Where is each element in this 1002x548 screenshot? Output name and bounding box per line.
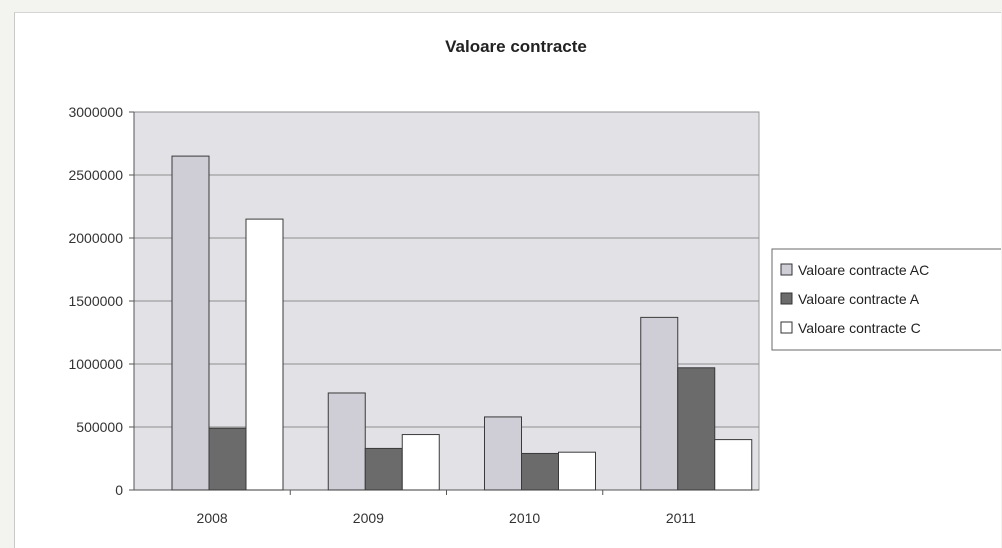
legend-label: Valoare contracte A — [798, 291, 920, 307]
bar — [714, 439, 753, 491]
bar — [208, 427, 247, 491]
bar — [640, 316, 679, 491]
legend: Valoare contracte AC Valoare contracte A V… — [771, 248, 1001, 351]
legend-box — [771, 248, 1001, 351]
y-tick-label: 1500000 — [68, 293, 123, 309]
bar — [677, 367, 716, 491]
x-tick-label: 2011 — [666, 510, 696, 526]
legend-swatch — [780, 292, 793, 305]
bar — [401, 434, 440, 491]
bar — [521, 452, 559, 491]
bar — [171, 155, 210, 491]
y-tick-label: 500000 — [76, 419, 123, 435]
bar — [245, 218, 284, 491]
legend-label: Valoare contracte AC — [798, 262, 929, 278]
chart-svg: Valoare contracte 0 500000 1000000 1500000 2… — [68, 37, 1001, 526]
legend-swatch — [780, 263, 793, 276]
x-tick-label: 2010 — [509, 510, 540, 526]
legend-label: Valoare contracte C — [798, 320, 921, 336]
y-tick-label: 2500000 — [68, 167, 123, 183]
y-tick-label: 3000000 — [68, 104, 123, 120]
x-tick-label: 2008 — [197, 510, 228, 526]
chart-frame: Valoare contracte 0 500000 1000000 1500000 2… — [14, 12, 1001, 548]
bar — [558, 451, 596, 491]
y-tick-label: 2000000 — [68, 230, 123, 246]
chart-title: Valoare contracte — [445, 37, 587, 56]
y-tick-label: 0 — [115, 482, 123, 498]
bar — [364, 447, 403, 491]
y-tick-label: 1000000 — [68, 356, 123, 372]
x-tick-label: 2009 — [353, 510, 384, 526]
bar — [327, 392, 366, 491]
plot-area: 0 500000 1000000 1500000 2000000 2500000 30000… — [68, 104, 760, 526]
legend-swatch — [780, 321, 793, 334]
bar — [484, 416, 522, 491]
